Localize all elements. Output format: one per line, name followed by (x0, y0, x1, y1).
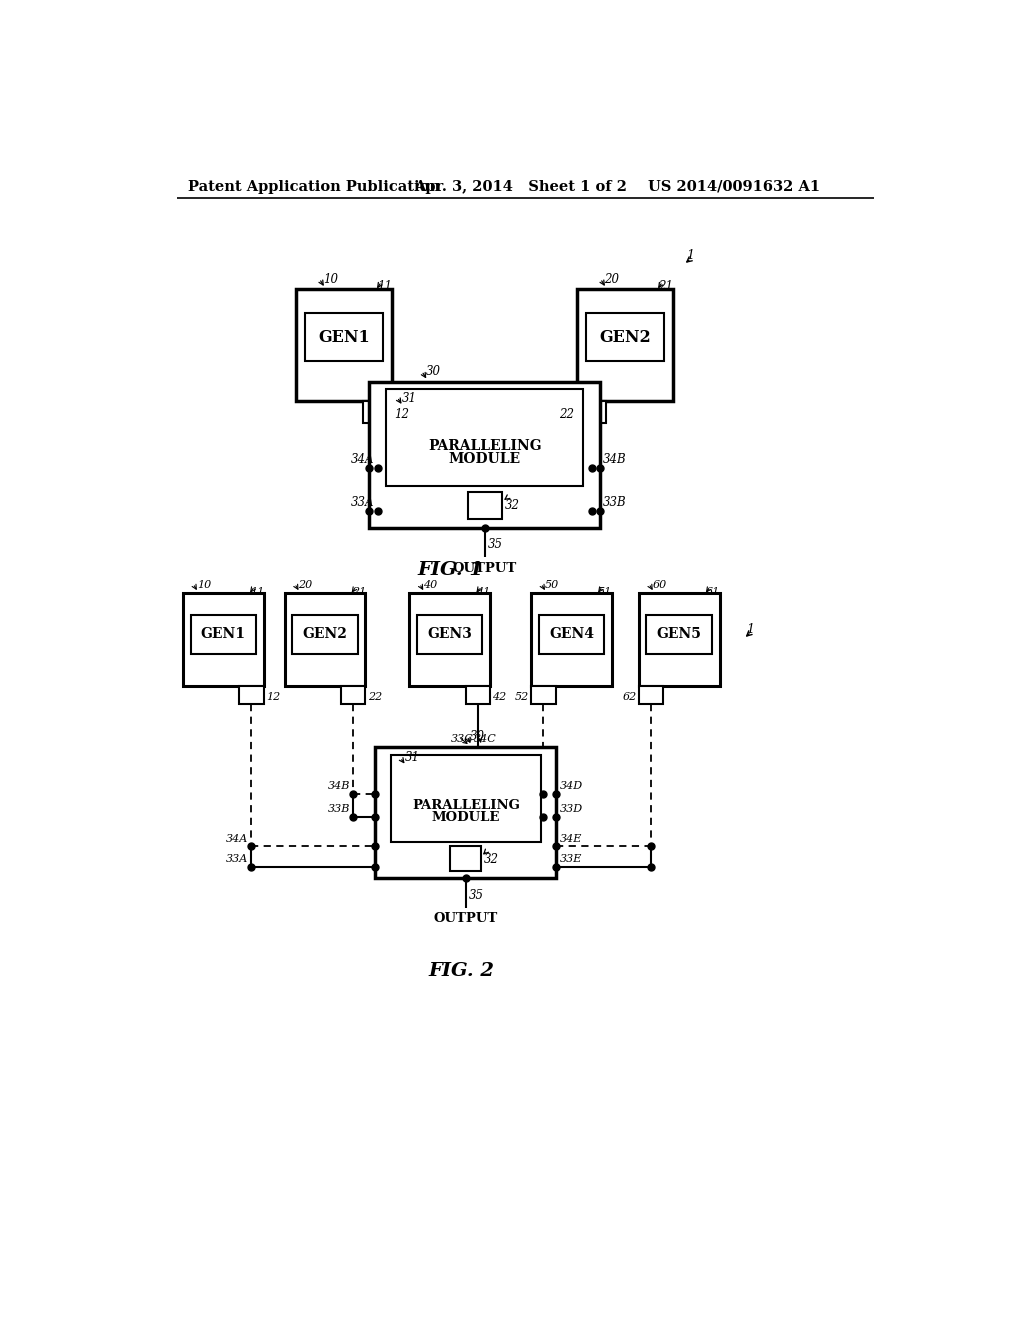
Text: 32: 32 (484, 853, 499, 866)
Text: PARALLELING: PARALLELING (428, 438, 542, 453)
Bar (531, 594, 611, 686)
Text: 33D: 33D (559, 804, 583, 814)
Text: GEN3: GEN3 (427, 627, 472, 642)
Text: 31: 31 (404, 751, 420, 764)
Text: 40: 40 (423, 581, 437, 590)
Text: 32: 32 (505, 499, 520, 512)
Bar (305, 313, 383, 360)
Text: OUTPUT: OUTPUT (453, 561, 517, 574)
Bar (391, 755, 541, 842)
Text: 50: 50 (545, 581, 559, 590)
Text: Patent Application Publication: Patent Application Publication (188, 180, 440, 194)
Text: 33A: 33A (350, 496, 374, 508)
Text: 35: 35 (469, 888, 483, 902)
Bar (240, 686, 264, 704)
Text: 21: 21 (351, 586, 366, 597)
Text: 33B: 33B (328, 804, 350, 814)
Bar (639, 686, 664, 704)
Text: 33B: 33B (603, 496, 627, 508)
Text: 34A: 34A (350, 453, 374, 466)
Text: 12: 12 (266, 693, 281, 702)
Bar (531, 686, 556, 704)
Text: 33A: 33A (226, 854, 249, 865)
Text: PARALLELING: PARALLELING (412, 799, 520, 812)
Bar (292, 615, 357, 653)
Text: 34A: 34A (226, 834, 249, 843)
Text: 10: 10 (197, 581, 211, 590)
Text: GEN1: GEN1 (318, 329, 370, 346)
Bar (578, 289, 674, 401)
Bar (341, 686, 366, 704)
Bar (370, 381, 600, 528)
Text: 33C: 33C (451, 734, 474, 743)
Text: 34B: 34B (328, 781, 350, 792)
Text: 34E: 34E (559, 834, 582, 843)
Text: GEN2: GEN2 (302, 627, 347, 642)
Text: US 2014/0091632 A1: US 2014/0091632 A1 (648, 180, 820, 194)
Text: 34B: 34B (603, 453, 627, 466)
Text: 60: 60 (652, 581, 667, 590)
Text: 52: 52 (514, 693, 528, 702)
Text: OUTPUT: OUTPUT (433, 912, 498, 925)
Text: 51: 51 (598, 586, 612, 597)
Bar (183, 594, 264, 686)
Text: GEN1: GEN1 (201, 627, 246, 642)
Text: FIG. 2: FIG. 2 (429, 962, 495, 979)
Text: 61: 61 (706, 586, 720, 597)
Text: 11: 11 (377, 280, 392, 293)
Bar (539, 615, 604, 653)
Bar (646, 615, 712, 653)
Text: MODULE: MODULE (449, 451, 521, 466)
Text: 34D: 34D (559, 781, 583, 792)
Bar (578, 401, 606, 422)
Bar (466, 686, 490, 704)
Bar (451, 846, 481, 871)
Bar (468, 492, 502, 519)
Text: 34C: 34C (474, 734, 497, 743)
Text: 12: 12 (394, 408, 410, 421)
Bar (410, 594, 490, 686)
Text: FIG. 1: FIG. 1 (417, 561, 483, 579)
Text: 1: 1 (686, 249, 694, 263)
Text: 22: 22 (368, 693, 382, 702)
Bar (587, 313, 665, 360)
Text: GEN5: GEN5 (656, 627, 701, 642)
Text: 62: 62 (623, 693, 637, 702)
Text: 35: 35 (487, 539, 503, 552)
Text: 21: 21 (658, 280, 673, 293)
Text: Apr. 3, 2014   Sheet 1 of 2: Apr. 3, 2014 Sheet 1 of 2 (414, 180, 627, 194)
Bar (417, 615, 482, 653)
Bar (639, 594, 720, 686)
Text: GEN2: GEN2 (599, 329, 651, 346)
Text: 1: 1 (746, 623, 755, 636)
Bar (376, 747, 556, 878)
Bar (285, 594, 366, 686)
Bar (190, 615, 256, 653)
Text: 42: 42 (493, 693, 507, 702)
Text: 30: 30 (425, 364, 440, 378)
Bar (386, 389, 584, 486)
Text: 11: 11 (250, 586, 264, 597)
Text: MODULE: MODULE (432, 810, 500, 824)
Text: 10: 10 (323, 273, 338, 286)
Text: 20: 20 (298, 581, 312, 590)
Text: 22: 22 (559, 408, 574, 421)
Text: 41: 41 (476, 586, 490, 597)
Text: GEN4: GEN4 (549, 627, 594, 642)
Text: 20: 20 (604, 273, 620, 286)
Bar (296, 289, 392, 401)
Text: 30: 30 (469, 730, 484, 743)
Text: 33E: 33E (559, 854, 582, 865)
Text: 31: 31 (401, 392, 417, 405)
Bar (364, 401, 392, 422)
